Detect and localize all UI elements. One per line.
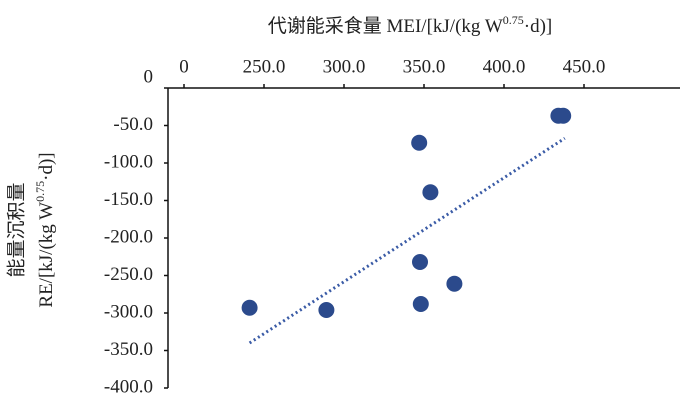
y-tick-label: -250.0: [104, 264, 153, 285]
y-axis-title-line: 能量沉积量: [5, 182, 27, 277]
y-tick-label: -350.0: [104, 339, 153, 360]
y-axis-title-line: RE/[kJ/(kg W0.75·d)]: [33, 152, 58, 307]
point: [411, 134, 428, 151]
y-tick-label: -50.0: [113, 114, 153, 135]
x-tick-label: 300.0: [323, 56, 366, 77]
point: [412, 254, 428, 270]
x-tick-label: 450.0: [563, 56, 606, 77]
y-tick-label: -150.0: [104, 189, 153, 210]
y-axis-title: 能量沉积量 RE/[kJ/(kg W0.75·d)]: [5, 152, 57, 307]
point: [555, 107, 572, 124]
point: [318, 302, 335, 318]
trendline: [248, 136, 566, 345]
y-tick-label: -400.0: [104, 376, 153, 397]
point: [422, 184, 439, 201]
y-axis-title-text: RE/[kJ/(kg W: [36, 202, 57, 308]
x-axis-title: 代谢能采食量 MEI/[kJ/(kg W0.75·d)]: [268, 13, 553, 38]
y-tick-label: -300.0: [104, 301, 153, 322]
x-tick-label: 350.0: [403, 56, 446, 77]
x-axis-title-text: 代谢能采食量 MEI/[kJ/(kg W: [268, 15, 503, 37]
x-axis-title-sup: 0.75: [503, 13, 524, 27]
y-tick-label: 0: [144, 66, 154, 87]
point: [412, 296, 429, 312]
y-axis-title-text: ·d)]: [36, 152, 57, 180]
y-axis-title-sup: 0.75: [33, 181, 47, 202]
y-tick-label: -100.0: [104, 151, 153, 172]
x-tick-label: 0: [179, 56, 189, 77]
y-tick-label: -200.0: [104, 226, 153, 247]
point: [241, 299, 258, 316]
x-tick-label: 250.0: [243, 56, 286, 77]
x-tick-label: 400.0: [483, 56, 526, 77]
point: [446, 275, 463, 292]
x-axis-title-text: ·d)]: [524, 16, 552, 37]
